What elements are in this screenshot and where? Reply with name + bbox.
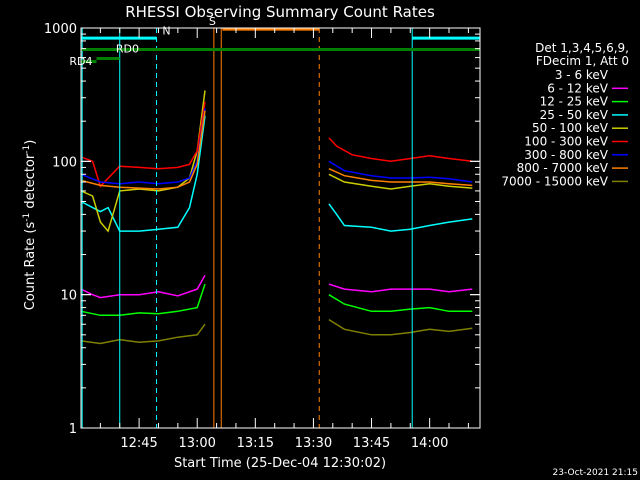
- y-axis-label-sup-1: -1: [22, 213, 32, 222]
- series-line-1-segment-0: [80, 274, 206, 299]
- x-tick-label-4: 13:45: [353, 436, 390, 451]
- x-axis-label: Start Time (25-Dec-04 12:30:02): [174, 456, 386, 471]
- series-line-1-segment-1: [328, 283, 473, 293]
- series-line-4-segment-1: [328, 173, 473, 190]
- legend-entry-label-7: 800 - 7000 keV: [517, 161, 609, 175]
- plot-frame: [80, 27, 481, 429]
- legend-entry-label-0: 3 - 6 keV: [555, 68, 609, 82]
- legend-header-line-2: FDecim 1, Att 0: [536, 54, 629, 68]
- y-axis-label-end: ): [23, 140, 38, 145]
- legend: Det 1,3,4,5,6,9, FDecim 1, Att 0 3 - 6 k…: [501, 41, 629, 188]
- series-line-0-segment-0: [80, 374, 206, 414]
- series-line-3-segment-1: [328, 203, 473, 232]
- legend-entry-label-3: 25 - 50 keV: [540, 108, 609, 122]
- series-line-0-segment-1: [328, 334, 473, 414]
- y-tick-label-0: 1: [69, 422, 77, 437]
- y-axis-label-main: Count Rate (s: [23, 222, 38, 311]
- y-axis-label: Count Rate (s-1 detector-1): [22, 140, 38, 311]
- series-line-4-segment-0: [80, 90, 206, 233]
- legend-entry-label-8: 7000 - 15000 keV: [501, 174, 608, 188]
- flag-label-0: N: [162, 25, 170, 38]
- flag-label-2: S: [209, 15, 216, 28]
- series-line-7-segment-0: [80, 110, 206, 190]
- series-line-3-segment-0: [80, 115, 206, 232]
- data-layer: [80, 90, 473, 414]
- y-axis-label-mid: detector: [23, 153, 38, 213]
- legend-header-line-1: Det 1,3,4,5,6,9,: [535, 41, 629, 55]
- series-line-6-segment-0: [80, 108, 206, 185]
- series-line-2-segment-1: [328, 294, 473, 313]
- series-line-2-segment-0: [80, 283, 206, 317]
- legend-entry-label-6: 300 - 800 keV: [524, 148, 608, 162]
- legend-entry-label-2: 12 - 25 keV: [540, 95, 609, 109]
- x-tick-label-2: 13:15: [237, 436, 274, 451]
- x-tick-label-5: 14:00: [411, 436, 448, 451]
- series-line-6-segment-1: [328, 160, 473, 183]
- series-line-8-segment-1: [328, 318, 473, 336]
- y-tick-label-3: 1000: [44, 22, 77, 37]
- series-line-8-segment-0: [80, 323, 206, 345]
- series-line-5-segment-1: [328, 137, 473, 163]
- y-tick-label-2: 100: [52, 155, 77, 170]
- flag-label-4: RD0: [116, 43, 139, 56]
- series-line-7-segment-1: [328, 168, 473, 187]
- footer-date-stamp: 23-Oct-2021 21:15: [553, 468, 638, 478]
- legend-entry-label-1: 6 - 12 keV: [547, 81, 609, 95]
- x-tick-label-0: 12:45: [120, 436, 157, 451]
- x-tick-label-3: 13:30: [295, 436, 332, 451]
- legend-entry-label-5: 100 - 300 keV: [524, 135, 608, 149]
- x-tick-label-1: 13:00: [178, 436, 215, 451]
- y-axis-label-sup-2: -1: [22, 145, 32, 154]
- series-line-5-segment-0: [80, 101, 206, 188]
- axes-layer: 1 10 100 1000 12:45 13:00 13:15 13:30 13:45 14:00: [44, 22, 480, 451]
- legend-entry-label-4: 50 - 100 keV: [532, 121, 609, 135]
- y-tick-label-1: 10: [60, 289, 77, 304]
- chart-title: RHESSI Observing Summary Count Rates: [125, 3, 435, 21]
